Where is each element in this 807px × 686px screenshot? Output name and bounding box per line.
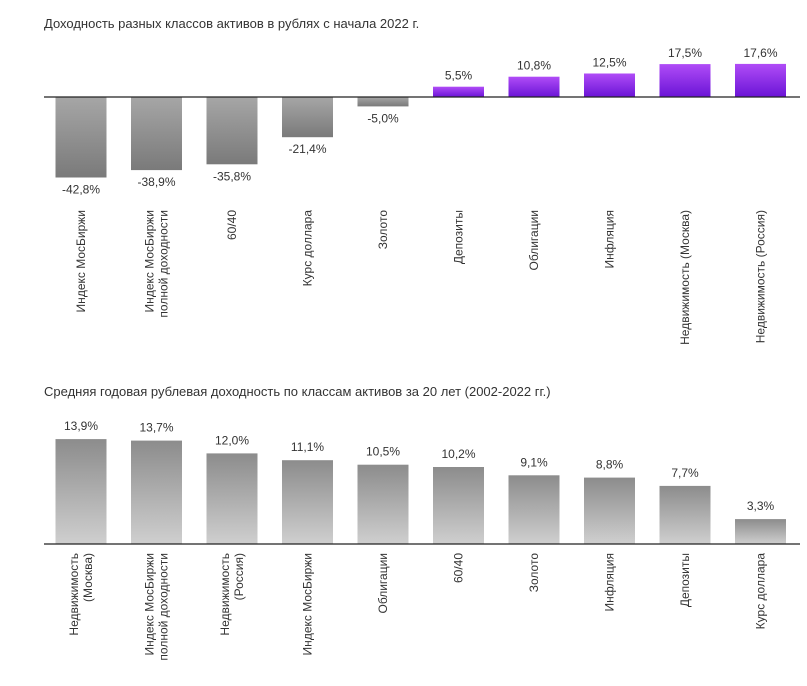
- chart-1-value-label: 10,8%: [517, 59, 551, 73]
- chart-2-bar: [659, 485, 711, 544]
- chart-1-category-label: Индекс МосБиржи: [143, 210, 157, 312]
- chart-1-bar: [206, 97, 258, 165]
- chart-1-category-label: Депозиты: [452, 210, 466, 264]
- chart-1-category-label: Недвижимость (Москва): [678, 210, 692, 345]
- chart-1-bar: [55, 97, 107, 178]
- chart-2-category-label: Курс доллара: [754, 553, 768, 630]
- chart-1-category-label: Индекс МосБиржи: [74, 210, 88, 312]
- chart-1-category-label: Облигации: [527, 210, 541, 270]
- chart-2-bar: [55, 439, 107, 544]
- chart-1-bar: [659, 64, 711, 97]
- chart-1-bar: [357, 97, 409, 107]
- chart-1-bar: [433, 86, 484, 97]
- chart-1-category-label: Недвижимость (Россия): [754, 210, 768, 343]
- chart-2-bar: [508, 475, 560, 544]
- chart-2-value-label: 9,1%: [520, 455, 548, 469]
- chart-1-category-label: Инфляция: [603, 210, 617, 268]
- chart-2-category-label: Индекс МосБиржи: [301, 553, 315, 655]
- chart-1-bar: [282, 97, 333, 138]
- chart-1-value-label: -21,4%: [288, 142, 326, 156]
- chart-2-bar: [433, 467, 484, 544]
- chart-1-bar: [735, 63, 786, 97]
- chart-2: 13,9%Недвижимость (Москва)13,7%Индекс Мос…: [44, 419, 800, 661]
- chart-1-title: Доходность разных классов активов в рубл…: [44, 16, 420, 31]
- chart-2-bar: [131, 440, 182, 544]
- chart-1-value-label: -5,0%: [367, 111, 399, 125]
- chart-1-value-label: 12,5%: [592, 56, 626, 70]
- chart-1-category-label: Курс доллара: [301, 210, 315, 287]
- chart-2-value-label: 13,7%: [139, 421, 173, 435]
- chart-1-value-label: -38,9%: [137, 175, 175, 189]
- chart-2-category-label: 60/40: [452, 553, 466, 583]
- chart-2-value-label: 11,1%: [291, 440, 324, 454]
- chart-2-title: Средняя годовая рублевая доходность по к…: [44, 384, 551, 399]
- chart-2-value-label: 10,5%: [366, 445, 400, 459]
- chart-1-category-label: Золото: [376, 210, 390, 250]
- chart-1-category-label: полной доходности: [157, 210, 171, 318]
- chart-2-bar: [584, 477, 635, 544]
- chart-2-value-label: 8,8%: [596, 458, 624, 472]
- chart-1-value-label: 17,6%: [743, 46, 777, 60]
- chart-2-bar: [735, 519, 786, 544]
- chart-2-value-label: 3,3%: [747, 499, 775, 513]
- chart-1-value-label: -35,8%: [213, 169, 251, 183]
- chart-1-value-label: 17,5%: [668, 46, 702, 60]
- chart-1-value-label: 5,5%: [445, 69, 473, 83]
- chart-2-category-label: (Москва): [81, 553, 95, 602]
- chart-2-bar: [357, 464, 409, 544]
- chart-1-bar: [508, 76, 560, 97]
- chart-1-bar: [131, 97, 182, 171]
- chart-1-value-label: -42,8%: [62, 183, 100, 197]
- chart-2-category-label: Инфляция: [603, 553, 617, 611]
- chart-2-value-label: 10,2%: [441, 447, 475, 461]
- chart-1-bar: [584, 73, 635, 97]
- chart-2-bar: [206, 453, 258, 544]
- chart-2-category-label: Недвижимость: [218, 553, 232, 636]
- chart-2-value-label: 13,9%: [64, 419, 98, 433]
- chart-2-category-label: Золото: [527, 553, 541, 593]
- chart-2-value-label: 7,7%: [671, 466, 699, 480]
- chart-2-category-label: (Россия): [232, 553, 246, 600]
- chart-2-category-label: полной доходности: [157, 553, 171, 661]
- chart-2-category-label: Индекс МосБиржи: [143, 553, 157, 655]
- chart-2-category-label: Депозиты: [678, 553, 692, 607]
- chart-1: -42,8% Индекс МосБиржи -38,9% Индекс МосБир…: [44, 46, 800, 345]
- chart-2-category-label: Облигации: [376, 553, 390, 613]
- chart-2-value-label: 12,0%: [215, 433, 249, 447]
- chart-1-category-label: 60/40: [225, 210, 239, 240]
- chart-2-bar: [282, 460, 333, 544]
- chart-2-category-label: Недвижимость: [67, 553, 81, 636]
